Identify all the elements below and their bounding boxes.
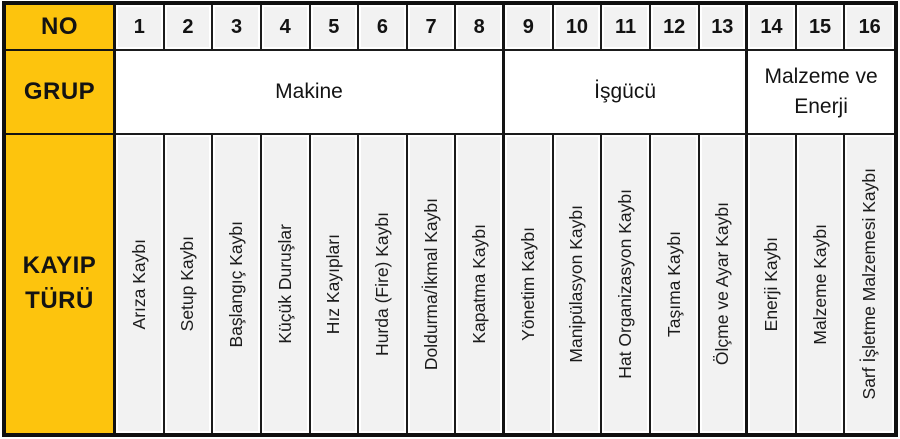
column-number-11: 11	[602, 5, 651, 51]
column-number-9: 9	[505, 5, 554, 51]
loss-type-label: Sarf İşletme Malzemesi Kaybı	[859, 168, 880, 400]
loss-type-label: Hız Kayıpları	[323, 233, 344, 335]
loss-type-1: Arıza Kaybı	[116, 135, 165, 433]
column-number-8: 8	[456, 5, 505, 51]
loss-type-9: Yönetim Kaybı	[505, 135, 554, 433]
column-number-2: 2	[164, 5, 214, 51]
column-number-12: 12	[650, 5, 700, 51]
row-header-no: NO	[6, 5, 116, 51]
loss-type-label: Doldurma/İkmal Kaybı	[420, 197, 441, 371]
loss-type-label: Malzeme Kaybı	[809, 223, 830, 345]
column-number-15: 15	[796, 5, 846, 51]
column-number-7: 7	[407, 5, 457, 51]
loss-type-13: Ölçme ve Ayar Kaybı	[699, 135, 749, 433]
loss-type-7: Doldurma/İkmal Kaybı	[407, 135, 457, 433]
column-number-14: 14	[748, 5, 797, 51]
column-number-5: 5	[310, 5, 360, 51]
loss-type-label: Taşıma Kaybı	[663, 230, 684, 338]
loss-type-label: Kapatma Kaybı	[468, 224, 489, 344]
loss-type-5: Hız Kayıpları	[310, 135, 360, 433]
loss-type-label: Hat Organizasyon Kaybı	[615, 189, 636, 379]
loss-type-16: Sarf İşletme Malzemesi Kaybı	[845, 135, 894, 433]
loss-type-label: Setup Kaybı	[177, 236, 198, 332]
loss-type-label: Küçük Duruşlar	[274, 224, 295, 344]
column-number-6: 6	[359, 5, 408, 51]
loss-type-label: Hurda (Fire) Kaybı	[371, 212, 392, 356]
loss-type-3: Başlangıç Kaybı	[213, 135, 262, 433]
row-header-grup: GRUP	[6, 51, 116, 135]
loss-type-6: Hurda (Fire) Kaybı	[359, 135, 408, 433]
column-number-10: 10	[553, 5, 603, 51]
column-number-3: 3	[213, 5, 262, 51]
group-malzeme-ve-enerji: Malzeme ve Enerji	[748, 51, 894, 135]
loss-type-4: Küçük Duruşlar	[261, 135, 311, 433]
loss-type-15: Malzeme Kaybı	[796, 135, 846, 433]
loss-type-label: Arıza Kaybı	[128, 238, 149, 330]
loss-type-8: Kapatma Kaybı	[456, 135, 505, 433]
loss-type-11: Hat Organizasyon Kaybı	[602, 135, 651, 433]
loss-type-10: Manipülasyon Kaybı	[553, 135, 603, 433]
column-number-13: 13	[699, 5, 749, 51]
group-isgucu: İşgücü	[505, 51, 749, 135]
loss-type-14: Enerji Kaybı	[748, 135, 797, 433]
group-makine: Makine	[116, 51, 505, 135]
column-number-4: 4	[261, 5, 311, 51]
row-header-kayip-turu: KAYIP TÜRÜ	[6, 135, 116, 433]
loss-type-label: Manipülasyon Kaybı	[566, 205, 587, 363]
column-number-16: 16	[845, 5, 894, 51]
loss-type-label: Enerji Kaybı	[760, 236, 781, 332]
loss-type-2: Setup Kaybı	[164, 135, 214, 433]
column-number-1: 1	[116, 5, 165, 51]
loss-type-12: Taşıma Kaybı	[650, 135, 700, 433]
loss-type-label: Yönetim Kaybı	[517, 227, 538, 341]
loss-type-label: Başlangıç Kaybı	[226, 220, 247, 348]
loss-type-label: Ölçme ve Ayar Kaybı	[711, 202, 732, 366]
